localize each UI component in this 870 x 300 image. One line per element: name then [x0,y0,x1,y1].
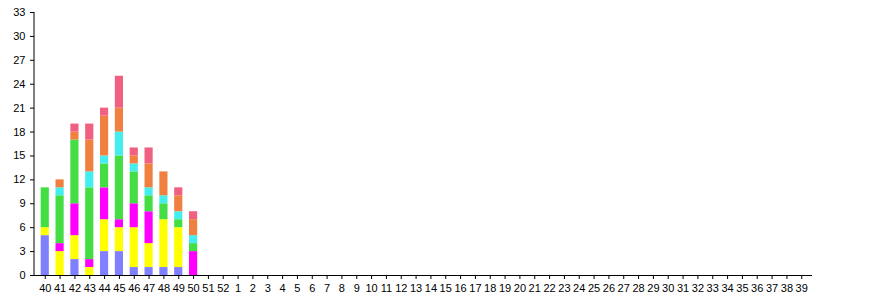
svg-text:12: 12 [13,173,25,185]
svg-text:5: 5 [294,282,300,294]
svg-text:14: 14 [425,282,437,294]
svg-text:34: 34 [721,282,733,294]
svg-text:4: 4 [280,282,286,294]
svg-text:18: 18 [484,282,496,294]
svg-text:32: 32 [692,282,704,294]
svg-text:44: 44 [98,282,110,294]
svg-text:3: 3 [265,282,271,294]
svg-text:11: 11 [381,282,392,294]
svg-text:30: 30 [662,282,674,294]
svg-text:46: 46 [128,282,140,294]
svg-text:10: 10 [365,282,377,294]
svg-text:2: 2 [250,282,256,294]
svg-text:6: 6 [309,282,315,294]
svg-text:19: 19 [499,282,511,294]
svg-text:6: 6 [19,221,25,233]
svg-text:29: 29 [647,282,659,294]
svg-text:33: 33 [707,282,719,294]
svg-text:23: 23 [558,282,570,294]
svg-text:3: 3 [19,245,25,257]
svg-text:17: 17 [469,282,481,294]
svg-text:8: 8 [339,282,345,294]
svg-text:21: 21 [529,282,541,294]
svg-text:9: 9 [19,197,25,209]
svg-text:27: 27 [13,54,25,66]
svg-text:1: 1 [235,282,241,294]
svg-text:9: 9 [354,282,360,294]
svg-text:33: 33 [13,6,25,18]
svg-text:25: 25 [588,282,600,294]
svg-text:28: 28 [632,282,644,294]
svg-text:38: 38 [781,282,793,294]
svg-text:12: 12 [395,282,407,294]
svg-text:20: 20 [514,282,526,294]
svg-text:22: 22 [543,282,555,294]
svg-text:27: 27 [618,282,630,294]
svg-text:45: 45 [113,282,125,294]
svg-text:49: 49 [173,282,185,294]
svg-text:47: 47 [143,282,155,294]
svg-text:48: 48 [158,282,170,294]
svg-text:7: 7 [324,282,330,294]
svg-text:21: 21 [13,102,25,114]
svg-text:26: 26 [603,282,615,294]
svg-text:35: 35 [736,282,748,294]
svg-text:42: 42 [69,282,81,294]
svg-text:0: 0 [19,269,25,281]
svg-text:16: 16 [454,282,466,294]
svg-text:39: 39 [796,282,808,294]
svg-text:40: 40 [39,282,51,294]
svg-text:43: 43 [84,282,96,294]
svg-text:52: 52 [217,282,229,294]
svg-text:15: 15 [13,149,25,161]
svg-text:13: 13 [410,282,422,294]
svg-text:15: 15 [440,282,452,294]
svg-text:24: 24 [573,282,585,294]
svg-text:30: 30 [13,30,25,42]
svg-text:24: 24 [13,78,25,90]
svg-text:51: 51 [202,282,214,294]
svg-text:31: 31 [677,282,689,294]
svg-text:18: 18 [13,126,25,138]
svg-text:41: 41 [54,282,66,294]
svg-text:36: 36 [751,282,763,294]
svg-text:37: 37 [766,282,778,294]
svg-text:50: 50 [187,282,199,294]
